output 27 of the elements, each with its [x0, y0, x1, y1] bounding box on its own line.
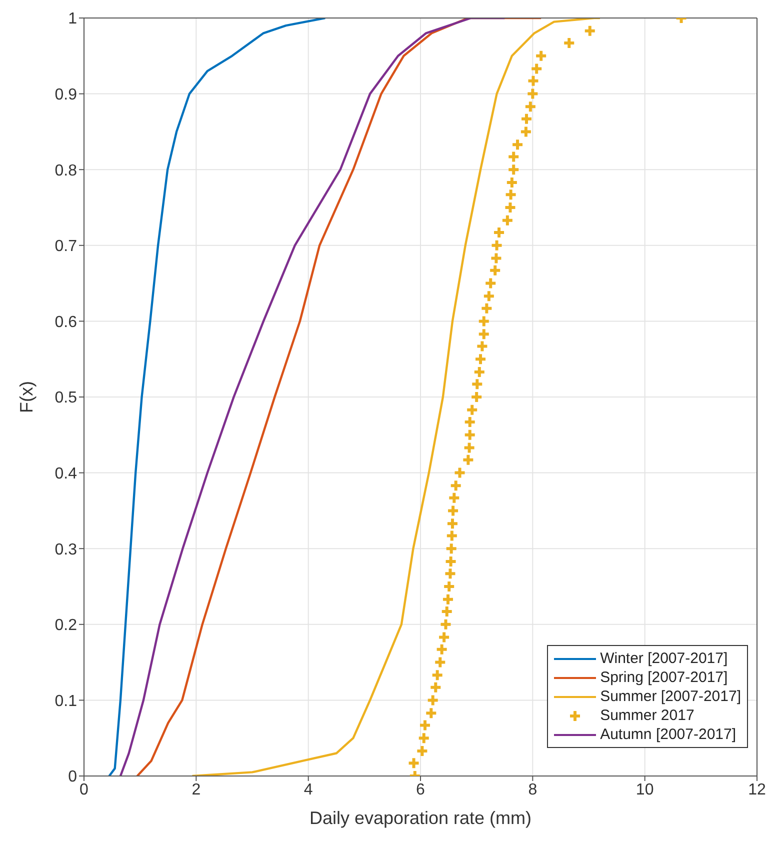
x-axis-title: Daily evaporation rate (mm) — [309, 808, 532, 828]
y-axis-title: F(x) — [16, 381, 36, 413]
x-tick-label: 12 — [748, 781, 766, 798]
y-tick-label: 0.7 — [54, 238, 78, 256]
legend-label: Spring [2007-2017] — [600, 669, 728, 686]
x-tick-label: 4 — [304, 781, 313, 798]
x-tick-label: 0 — [80, 781, 89, 798]
legend-label: Summer [2007-2017] — [600, 688, 741, 705]
legend-label: Autumn [2007-2017] — [600, 726, 736, 743]
legend-label: Winter [2007-2017] — [600, 650, 728, 667]
y-tick-label: 0.9 — [54, 86, 78, 104]
y-tick-label: 0.5 — [54, 390, 78, 407]
y-tick-label: 0.2 — [54, 617, 78, 634]
y-tick-label: 0.3 — [54, 541, 78, 558]
y-tick-label: 1 — [68, 10, 78, 28]
x-tick-label: 10 — [636, 781, 654, 798]
y-tick-label: 0.6 — [54, 314, 78, 331]
x-tick-label: 2 — [192, 781, 201, 798]
legend-label: Summer 2017 — [600, 707, 694, 724]
y-tick-label: 0.4 — [54, 465, 78, 482]
y-tick-label: 0 — [68, 768, 78, 786]
line-series — [191, 18, 602, 776]
x-tick-label: 8 — [528, 781, 538, 798]
x-tick-label: 6 — [416, 781, 426, 798]
y-tick-label: 0.8 — [54, 162, 78, 180]
line-series — [108, 18, 326, 776]
y-tick-label: 0.1 — [54, 692, 78, 710]
